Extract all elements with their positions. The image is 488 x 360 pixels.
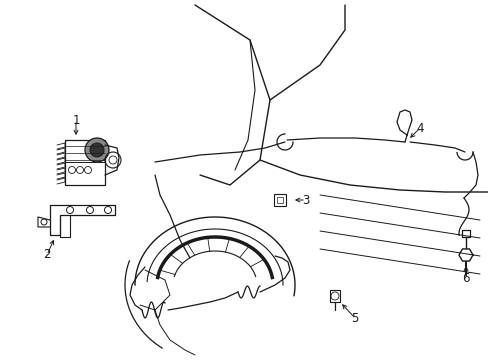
Circle shape bbox=[85, 138, 109, 162]
Text: 4: 4 bbox=[415, 122, 423, 135]
Text: 5: 5 bbox=[350, 311, 358, 324]
Bar bbox=[273, 194, 285, 206]
Text: 3: 3 bbox=[302, 194, 309, 207]
Bar bbox=[276, 197, 283, 203]
Text: 2: 2 bbox=[43, 248, 51, 261]
Circle shape bbox=[90, 143, 104, 157]
Text: 1: 1 bbox=[72, 113, 80, 126]
Bar bbox=[65, 140, 105, 185]
Bar bbox=[65, 140, 105, 162]
Text: 6: 6 bbox=[461, 271, 469, 284]
